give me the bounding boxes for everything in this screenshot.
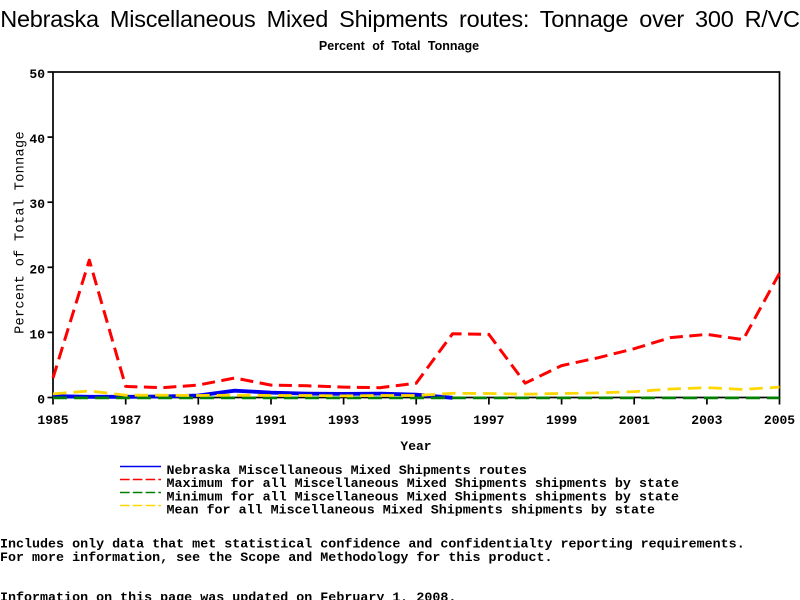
svg-text:Mean for all Miscellaneous Mix: Mean for all Miscellaneous Mixed Shipmen… — [167, 504, 655, 519]
svg-text:Information on this page was u: Information on this page was updated on … — [0, 591, 456, 600]
svg-text:1985: 1985 — [37, 413, 68, 428]
svg-text:50: 50 — [29, 67, 45, 82]
svg-text:1989: 1989 — [183, 413, 214, 428]
svg-text:1995: 1995 — [401, 413, 432, 428]
svg-text:Maximum for all Miscellaneous: Maximum for all Miscellaneous Mixed Ship… — [167, 477, 679, 492]
svg-text:2001: 2001 — [619, 413, 650, 428]
svg-text:30: 30 — [29, 197, 45, 212]
svg-text:20: 20 — [29, 262, 45, 277]
svg-text:40: 40 — [29, 132, 45, 147]
svg-text:1999: 1999 — [546, 413, 577, 428]
svg-text:2003: 2003 — [691, 413, 722, 428]
svg-text:Nebraska Miscellaneous Mixed S: Nebraska Miscellaneous Mixed Shipments r… — [167, 464, 527, 479]
svg-text:1991: 1991 — [255, 413, 286, 428]
svg-text:Nebraska Miscellaneous Mixed S: Nebraska Miscellaneous Mixed Shipments r… — [0, 6, 800, 32]
svg-text:Includes only data that met st: Includes only data that met statistical … — [0, 538, 745, 553]
svg-text:Percent of Total Tonnage: Percent of Total Tonnage — [14, 131, 29, 334]
svg-text:10: 10 — [29, 327, 45, 342]
svg-text:Year: Year — [400, 439, 431, 454]
svg-text:Percent of Total Tonnage: Percent of Total Tonnage — [319, 39, 479, 53]
svg-text:2005: 2005 — [764, 413, 795, 428]
svg-text:0: 0 — [37, 393, 45, 408]
svg-text:1993: 1993 — [328, 413, 359, 428]
svg-text:1997: 1997 — [473, 413, 504, 428]
svg-text:1987: 1987 — [110, 413, 141, 428]
svg-text:Minimum for all Miscellaneous: Minimum for all Miscellaneous Mixed Ship… — [167, 490, 679, 505]
svg-text:For more information, see the: For more information, see the Scope and … — [0, 551, 553, 566]
